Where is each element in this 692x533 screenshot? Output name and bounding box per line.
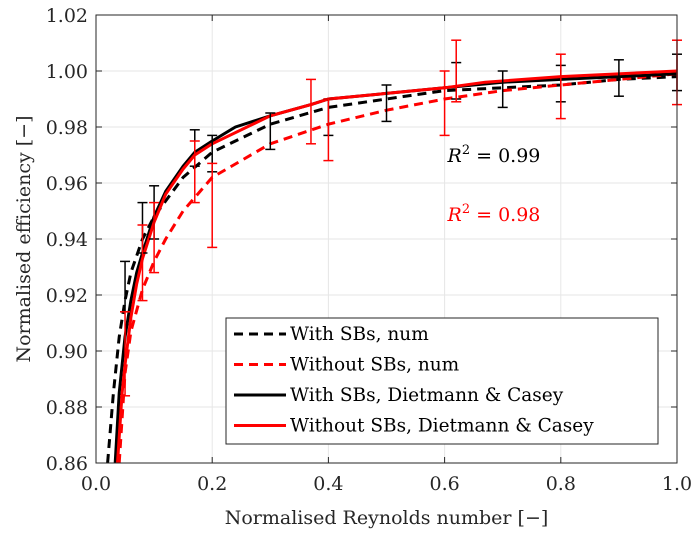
y-axis-title: Normalised efficiency [−] [13, 115, 35, 362]
annotations: R2 = 0.99 R2 = 0.98 [447, 143, 541, 226]
x-tick-label: 1.0 [662, 473, 692, 495]
y-tick-label: 1.02 [46, 5, 88, 27]
y-tick-label: 0.86 [46, 453, 88, 475]
x-tick-label: 0.4 [313, 473, 343, 495]
r2-black-annotation: R2 = 0.99 [447, 143, 541, 167]
legend-label: With SBs, num [290, 324, 429, 345]
y-tick-label: 0.92 [46, 285, 88, 307]
x-tick-label: 0.2 [197, 473, 227, 495]
y-tick-label: 0.88 [46, 397, 88, 419]
x-tick-label: 0.0 [81, 473, 111, 495]
series-line-1 [106, 75, 677, 463]
y-tick-label: 0.94 [46, 229, 88, 251]
legend-label: With SBs, Dietmann & Casey [290, 385, 564, 406]
x-tick-label: 0.8 [546, 473, 576, 495]
legend-box [225, 317, 659, 445]
legend-label: Without SBs, Dietmann & Casey [290, 416, 594, 437]
x-ticks: 0.0 0.2 0.4 0.6 0.8 1.0 [81, 15, 692, 495]
y-tick-label: 1.00 [46, 61, 88, 83]
y-tick-label: 0.96 [46, 173, 88, 195]
x-tick-label: 0.6 [429, 473, 459, 495]
legend: With SBs, num Without SBs, num With SBs, D… [225, 317, 659, 445]
error-bars [120, 39, 682, 397]
y-tick-label: 0.90 [46, 341, 88, 363]
y-ticks: 0.86 0.88 0.90 0.92 0.94 0.96 0.98 1.00 1.02 [46, 5, 677, 475]
x-axis-title: Normalised Reynolds number [−] [225, 507, 549, 529]
series-line-2 [117, 72, 677, 463]
r2-red-annotation: R2 = 0.98 [447, 202, 541, 226]
y-tick-label: 0.98 [46, 117, 88, 139]
legend-label: Without SBs, num [290, 355, 460, 376]
plot-frame [95, 14, 678, 464]
